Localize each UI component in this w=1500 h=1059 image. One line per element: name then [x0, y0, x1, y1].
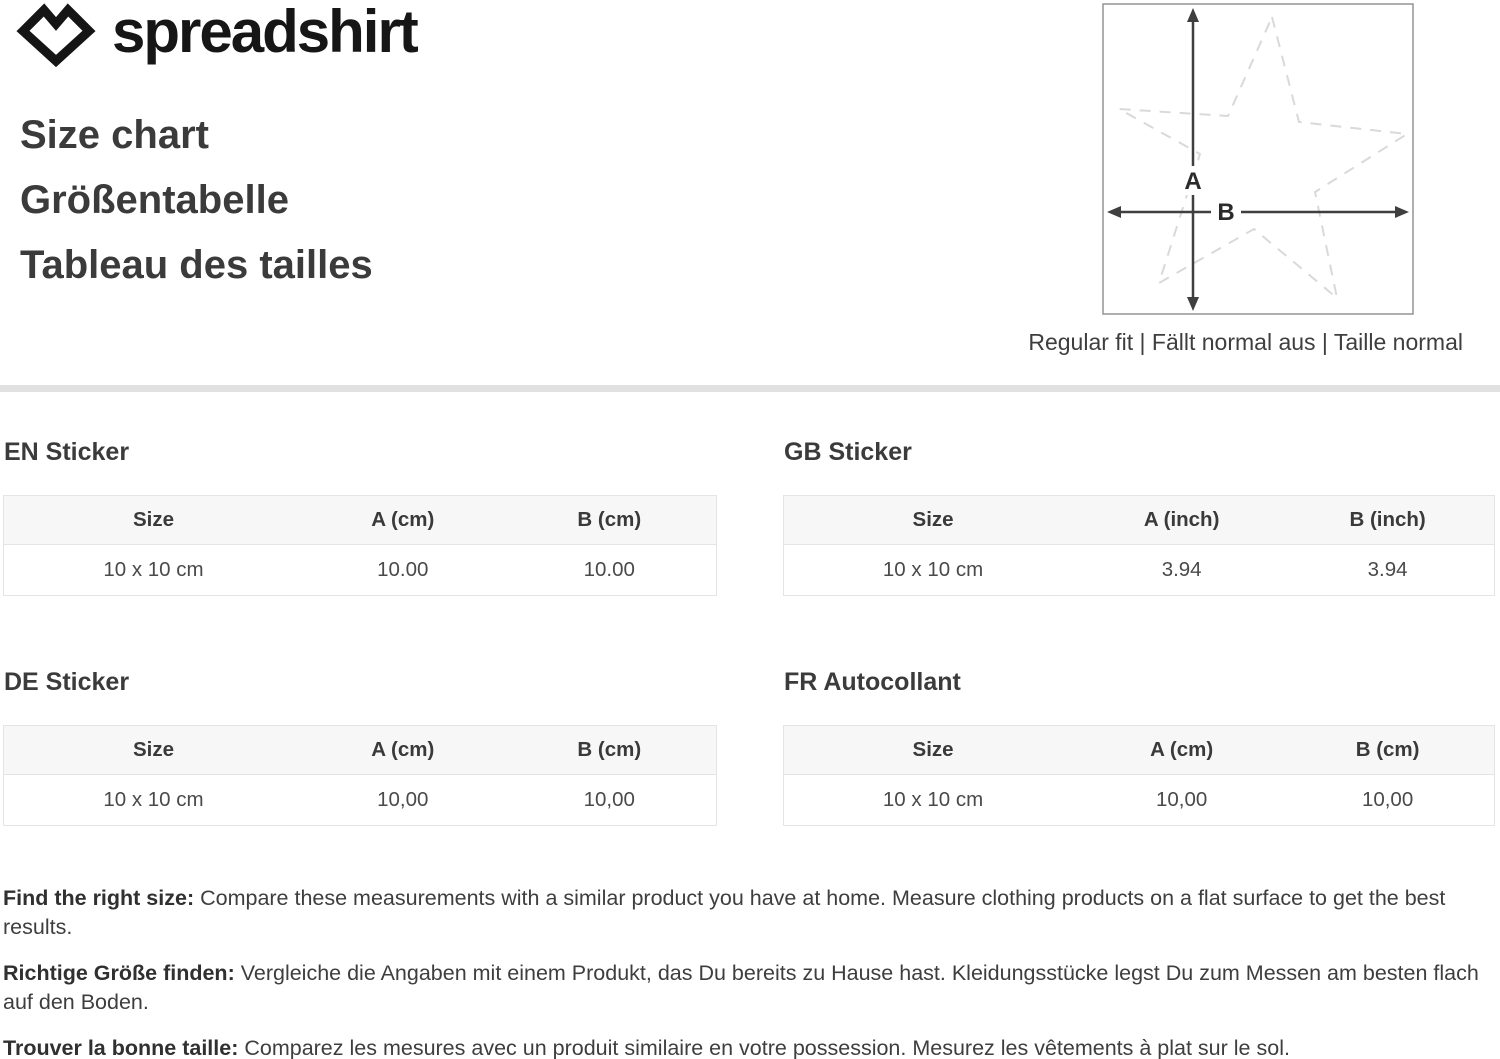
note-text: Vergleiche die Angaben mit einem Produkt…	[3, 961, 1479, 1014]
measurement-notes: Find the right size: Compare these measu…	[3, 884, 1495, 1059]
size-table-gb: Size A (inch) B (inch) 10 x 10 cm 3.94 3…	[783, 495, 1495, 596]
measure-a-label: A	[1184, 168, 1201, 195]
column-header-size: Size	[3, 495, 303, 545]
size-table-de: Size A (cm) B (cm) 10 x 10 cm 10,00 10,0…	[3, 725, 717, 826]
note-text: Compare these measurements with a simila…	[3, 886, 1446, 939]
a-value-cell: 3.94	[1082, 544, 1282, 596]
diagram-frame	[1102, 3, 1414, 315]
spreadshirt-logo: spreadshirt	[16, 0, 419, 68]
column-header-a: A (cm)	[1082, 725, 1282, 775]
table-title: EN Sticker	[4, 438, 130, 466]
page-title-de: Größentabelle	[20, 178, 289, 222]
table-header-row: Size A (inch) B (inch)	[783, 495, 1495, 545]
size-table-fr: Size A (cm) B (cm) 10 x 10 cm 10,00 10,0…	[783, 725, 1495, 826]
note-label: Richtige Größe finden:	[3, 961, 235, 985]
page-title-en: Size chart	[20, 113, 209, 157]
table-section-fr: FR Autocollant Size A (cm) B (cm) 10 x 1…	[783, 667, 1495, 826]
table-title: GB Sticker	[784, 438, 912, 466]
column-header-b: B (cm)	[502, 495, 717, 545]
a-value-cell: 10.00	[302, 544, 503, 596]
size-cell: 10 x 10 cm	[3, 544, 303, 596]
size-cell: 10 x 10 cm	[783, 544, 1083, 596]
table-section-gb: GB Sticker Size A (inch) B (inch) 10 x 1…	[783, 437, 1495, 596]
table-header-row: Size A (cm) B (cm)	[783, 725, 1495, 775]
note-label: Trouver la bonne taille:	[3, 1036, 239, 1059]
column-header-size: Size	[783, 725, 1083, 775]
note-fr: Trouver la bonne taille: Comparez les me…	[3, 1034, 1495, 1059]
star-outline	[1118, 13, 1410, 301]
spreadshirt-heart-icon	[16, 3, 96, 68]
brand-name: spreadshirt	[112, 0, 419, 65]
note-text: Comparez les mesures avec un produit sim…	[244, 1036, 1290, 1059]
table-row: 10 x 10 cm 10,00 10,00	[3, 774, 717, 826]
table-title: DE Sticker	[4, 668, 130, 696]
page-title: Size chart Größentabelle Tableau des tai…	[20, 103, 373, 298]
table-row: 10 x 10 cm 3.94 3.94	[783, 544, 1495, 596]
measurement-diagram: A B	[1102, 3, 1414, 315]
size-tables: EN Sticker Size A (cm) B (cm) 10 x 10 cm…	[3, 437, 1495, 826]
column-header-b: B (cm)	[502, 725, 717, 775]
size-cell: 10 x 10 cm	[3, 774, 303, 826]
b-value-cell: 3.94	[1281, 544, 1495, 596]
column-header-a: A (inch)	[1082, 495, 1282, 545]
page-title-fr: Tableau des tailles	[20, 243, 373, 287]
table-title: FR Autocollant	[784, 668, 961, 696]
table-row: 10 x 10 cm 10,00 10,00	[783, 774, 1495, 826]
note-de: Richtige Größe finden: Vergleiche die An…	[3, 959, 1495, 1017]
measure-b-label: B	[1217, 199, 1234, 226]
measure-b-arrow	[1107, 197, 1409, 226]
size-table-en: Size A (cm) B (cm) 10 x 10 cm 10.00 10.0…	[3, 495, 717, 596]
column-header-a: A (cm)	[302, 495, 503, 545]
table-header-row: Size A (cm) B (cm)	[3, 725, 717, 775]
note-label: Find the right size:	[3, 886, 195, 910]
table-row: 10 x 10 cm 10.00 10.00	[3, 544, 717, 596]
column-header-b: B (cm)	[1281, 725, 1495, 775]
b-value-cell: 10,00	[502, 774, 717, 826]
a-value-cell: 10,00	[1082, 774, 1282, 826]
fit-caption: Regular fit | Fällt normal aus | Taille …	[1028, 329, 1463, 355]
table-section-en: EN Sticker Size A (cm) B (cm) 10 x 10 cm…	[3, 437, 717, 596]
column-header-size: Size	[3, 725, 303, 775]
section-divider	[0, 385, 1500, 392]
table-header-row: Size A (cm) B (cm)	[3, 495, 717, 545]
column-header-size: Size	[783, 495, 1083, 545]
a-value-cell: 10,00	[302, 774, 503, 826]
b-value-cell: 10,00	[1281, 774, 1495, 826]
table-section-de: DE Sticker Size A (cm) B (cm) 10 x 10 cm…	[3, 667, 717, 826]
column-header-a: A (cm)	[302, 725, 503, 775]
note-en: Find the right size: Compare these measu…	[3, 884, 1495, 942]
column-header-b: B (inch)	[1281, 495, 1495, 545]
size-cell: 10 x 10 cm	[783, 774, 1083, 826]
measure-a-arrow	[1180, 8, 1206, 311]
b-value-cell: 10.00	[502, 544, 717, 596]
